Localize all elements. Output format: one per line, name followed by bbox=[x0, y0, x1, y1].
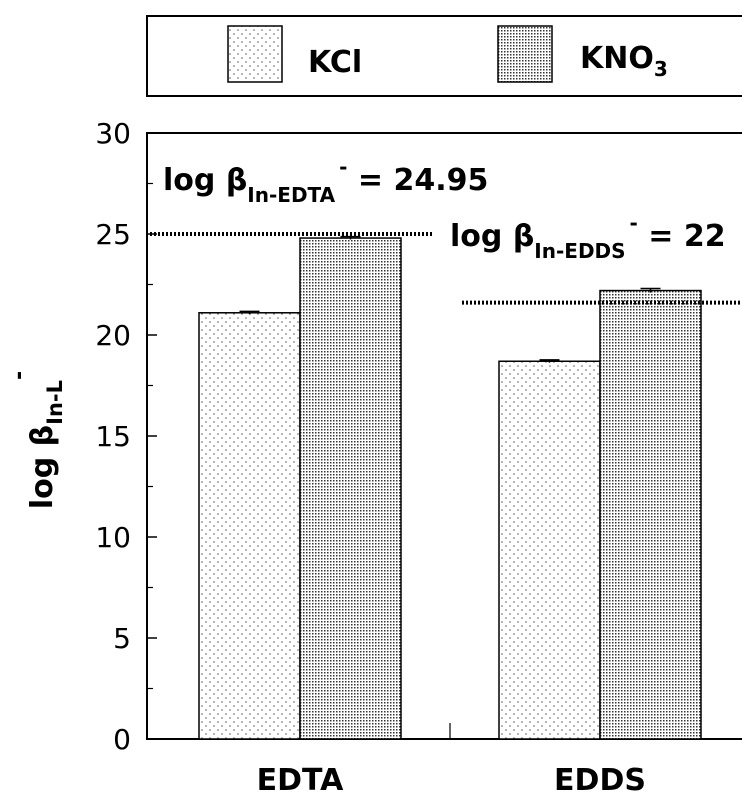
bars-group bbox=[198, 235, 702, 740]
y-tick-label-3: 15 bbox=[95, 420, 131, 453]
bar-edds-kno3 bbox=[599, 289, 702, 740]
legend-frame bbox=[146, 15, 742, 97]
y-axis-label: log βIn-L- bbox=[7, 371, 67, 509]
reference-label-edta: log βIn-EDTA- = 24.95 bbox=[163, 155, 488, 207]
x-axis: EDTA EDDS bbox=[257, 763, 646, 796]
legend-label-kno3: KNO3 bbox=[580, 41, 668, 81]
y-tick-label-0: 0 bbox=[113, 723, 131, 756]
legend-label-kcl: KCl bbox=[308, 45, 362, 80]
y-tick-label-2: 10 bbox=[95, 521, 131, 554]
y-tick-label-5: 25 bbox=[95, 218, 131, 251]
x-category-label-edds: EDDS bbox=[554, 763, 646, 796]
y-tick-label-6: 30 bbox=[95, 117, 131, 150]
y-axis: 0 5 10 15 20 25 30 bbox=[95, 117, 157, 756]
legend: KCl KNO3 bbox=[146, 15, 742, 97]
legend-swatch-kcl bbox=[227, 25, 283, 83]
y-tick-label-4: 20 bbox=[95, 319, 131, 352]
reference-label-edds: log βIn-EDDS- = 22 bbox=[450, 211, 726, 263]
legend-swatch-kno3 bbox=[497, 25, 553, 83]
bar-edds-kcl bbox=[498, 360, 601, 740]
svg-text:log βIn-L-: log βIn-L- bbox=[7, 371, 67, 509]
y-tick-label-1: 5 bbox=[113, 622, 131, 655]
bar-edta-kno3 bbox=[299, 237, 402, 740]
x-category-label-edta: EDTA bbox=[257, 763, 345, 796]
bar-edta-kcl bbox=[198, 312, 301, 740]
